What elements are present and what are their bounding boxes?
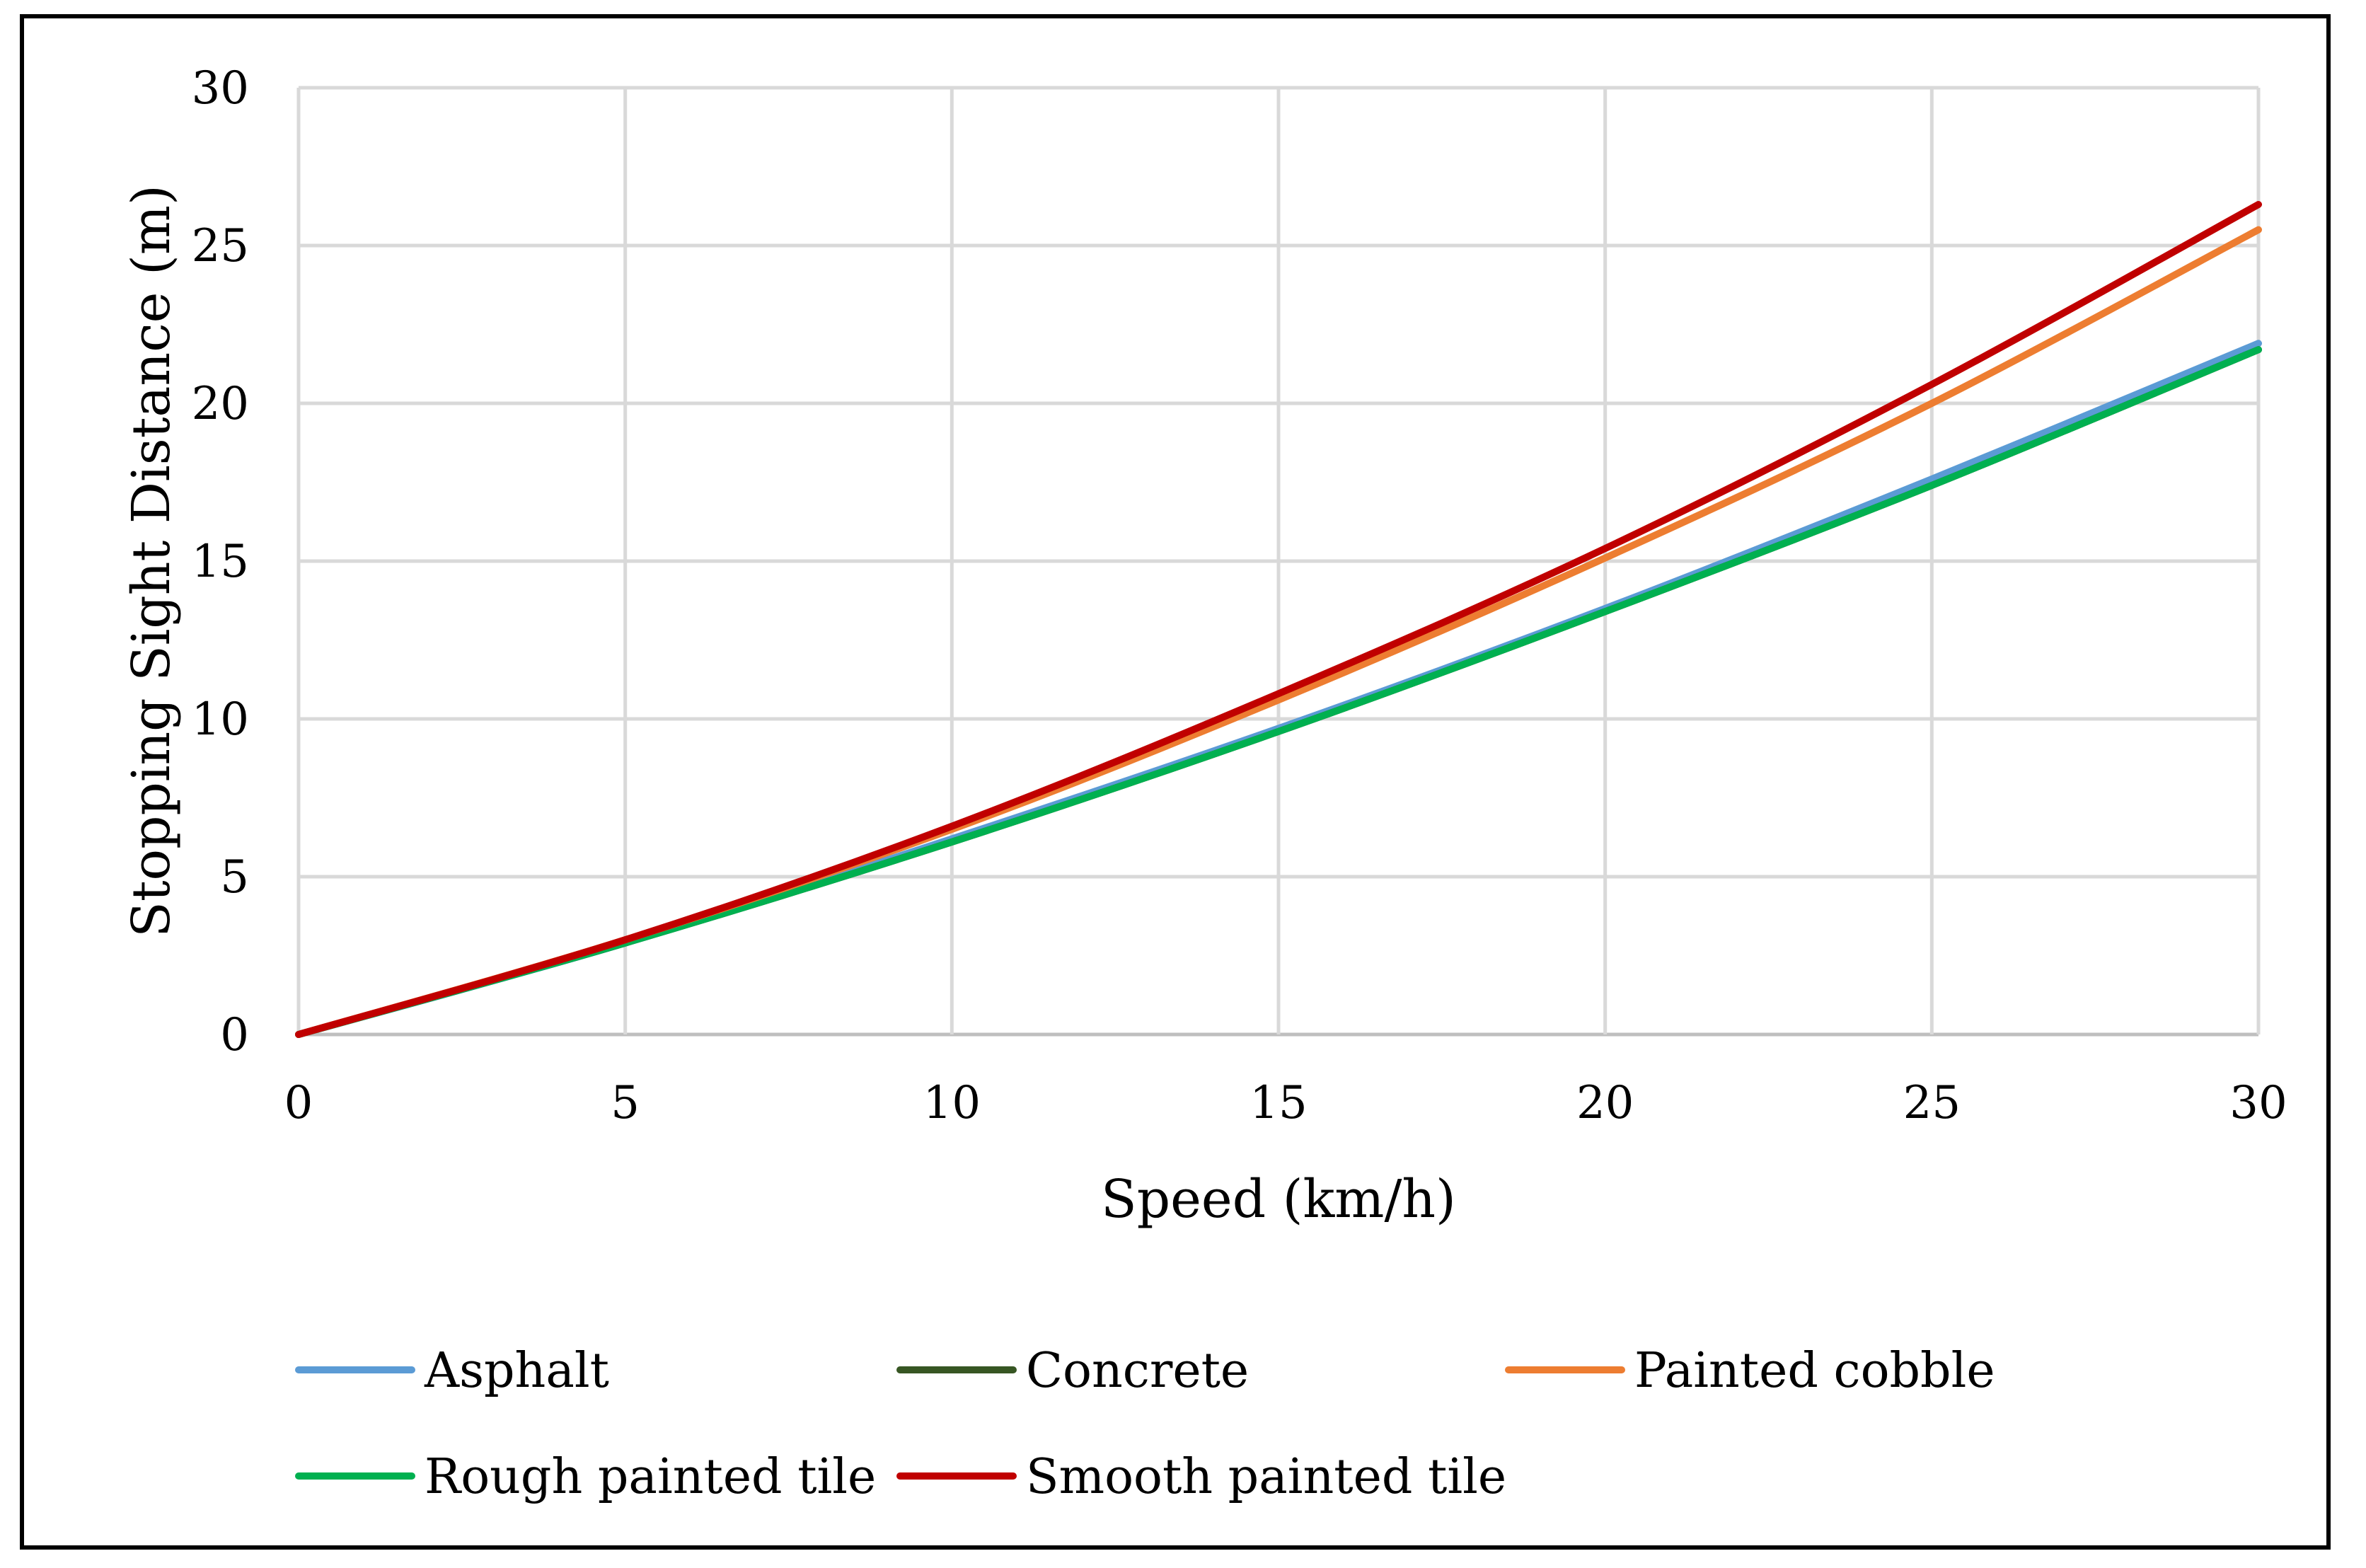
y-tick-label: 30	[192, 62, 249, 115]
legend-label-rough-painted-tile: Rough painted tile	[425, 1449, 876, 1505]
grid	[296, 86, 2261, 1037]
chart-frame: 0 5 10 15 20 25 30 0 5 10 15 20 25 30 Stopping Sight…	[20, 14, 2331, 1550]
y-tick-label: 10	[192, 693, 249, 746]
x-axis-title: Speed (km/h)	[1101, 1169, 1456, 1230]
legend-label-smooth-painted-tile: Smooth painted tile	[1026, 1449, 1506, 1505]
y-tick-label: 0	[220, 1009, 249, 1061]
x-tick-label: 10	[923, 1077, 981, 1129]
line-chart: 0 5 10 15 20 25 30 0 5 10 15 20 25 30 Stopping Sight…	[121, 62, 2287, 1505]
x-tick-label: 5	[611, 1077, 640, 1129]
y-axis-title: Stopping Sight Distance (m)	[121, 185, 182, 938]
x-tick-label: 30	[2229, 1077, 2287, 1129]
legend-label-painted-cobble: Painted cobble	[1634, 1343, 1995, 1399]
x-tick-labels: 0 5 10 15 20 25 30	[284, 1077, 2287, 1129]
y-tick-label: 5	[220, 851, 249, 904]
series-lines	[295, 201, 2262, 1038]
legend: Asphalt Concrete Painted cobble Rough paint…	[295, 1343, 1995, 1505]
legend-label-asphalt: Asphalt	[424, 1343, 609, 1399]
x-tick-label: 20	[1576, 1077, 1634, 1129]
series-line-smooth-painted-tile	[295, 201, 2262, 1038]
x-tick-label: 25	[1903, 1077, 1961, 1129]
x-tick-label: 15	[1250, 1077, 1307, 1129]
y-tick-label: 15	[192, 536, 249, 588]
legend-label-concrete: Concrete	[1026, 1343, 1249, 1399]
x-tick-label: 0	[284, 1077, 313, 1129]
y-tick-label: 20	[192, 378, 249, 430]
y-tick-label: 25	[192, 220, 249, 272]
y-tick-labels: 0 5 10 15 20 25 30	[192, 62, 249, 1061]
